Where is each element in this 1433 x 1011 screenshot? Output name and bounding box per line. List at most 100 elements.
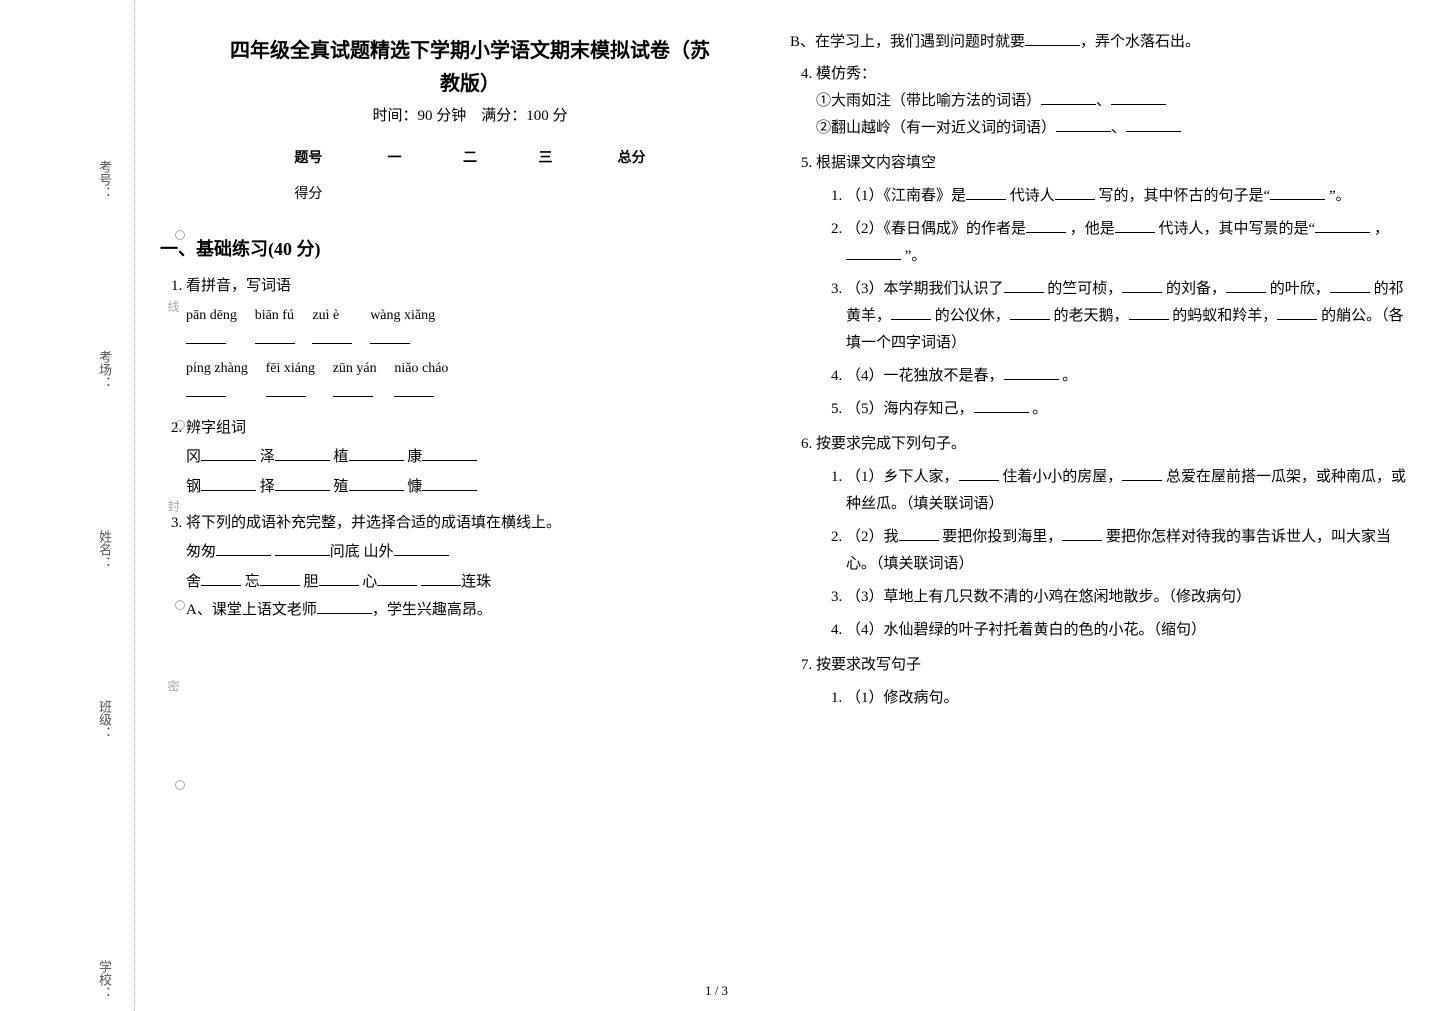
- q5-s3g: 的老天鹅，: [1054, 308, 1129, 324]
- blank: [394, 541, 449, 556]
- q1-row2: píng zhàng fēi xiáng zūn yán niǎo cháo: [186, 357, 780, 406]
- q5-s1a: （1）《江南春》是: [846, 188, 966, 204]
- blank: [421, 571, 461, 586]
- blank: [370, 329, 410, 344]
- q3-B: B、在学习上，我们遇到问题时就要 ，弄个水落石出。: [790, 30, 1410, 51]
- q5-s3h: 的蚂蚁和羚羊，: [1172, 308, 1277, 324]
- binding-label-3: 班级：: [95, 700, 114, 739]
- q6-s2: （2）我 要把你投到海里， 要把你怎样对待我的事告诉世人，叫大家当心。（填关联词…: [846, 524, 1410, 578]
- q5-s5: （5）海内存知己， 。: [846, 396, 1410, 423]
- q3-A: A、课堂上语文老师 ，学生兴趣高昂。: [186, 597, 780, 624]
- blank: [1226, 278, 1266, 293]
- q3-A-tail: ，学生兴趣高昂。: [372, 602, 492, 618]
- binding-strip: 考号： 考场： 姓名： 班级： 学校： 线 封 密: [55, 0, 135, 1011]
- blank: [1055, 185, 1095, 200]
- q3-A-head: A、课堂上语文老师: [186, 602, 317, 618]
- q3-B-tail: ，弄个水落石出。: [1080, 34, 1200, 50]
- blank: [377, 571, 417, 586]
- blank: [422, 446, 477, 461]
- blank: [216, 541, 271, 556]
- q6-s4: （4）水仙碧绿的叶子衬托着黄白的色的小花。（缩句）: [846, 617, 1410, 644]
- section-1-title: 一、基础练习(40 分): [160, 235, 780, 261]
- title-line-2: 教版）: [160, 67, 780, 96]
- q6-s1b: 住着小小的房屋，: [1002, 469, 1122, 485]
- q2-r2-0: 钢: [186, 479, 201, 495]
- q4-sep-1: 、: [1096, 93, 1111, 109]
- binding-label-1: 考场：: [95, 350, 114, 389]
- q4-sub1: ①大雨如注（带比喻方法的词语）、: [816, 88, 1410, 115]
- binding-seg-2: 密: [170, 680, 182, 692]
- blank: [1115, 218, 1155, 233]
- blank: [1062, 526, 1102, 541]
- q1-row1: pān dēng biān fú zuì è wàng xiǎng: [186, 304, 780, 353]
- q5-s1d: ”。: [1329, 188, 1351, 204]
- right-column: B、在学习上，我们遇到问题时就要 ，弄个水落石出。 模仿秀： ①大雨如注（带比喻方…: [790, 30, 1410, 720]
- q5-s2c: 代诗人，其中写景的是“: [1159, 221, 1316, 237]
- q2-r2-1: 择: [260, 479, 275, 495]
- q1-r1-3: wàng xiǎng: [370, 304, 435, 328]
- blank: [394, 382, 434, 397]
- q5-s4: （4）一花独放不是春， 。: [846, 363, 1410, 390]
- score-table: 题号 一 二 三 总分 得分: [260, 139, 680, 211]
- q2-r2-3: 慷: [407, 479, 422, 495]
- q5-s5b: 。: [1032, 401, 1047, 417]
- q1-r1-1: biān fú: [255, 304, 295, 328]
- blank: [317, 599, 372, 614]
- score-header-1: 一: [357, 139, 433, 175]
- q6-s2a: （2）我: [846, 529, 899, 545]
- exam-meta: 时间：90 分钟 满分：100 分: [160, 104, 780, 125]
- binding-circle: [175, 780, 185, 790]
- q5-s2e: ”。: [905, 248, 927, 264]
- q6-s1: （1）乡下人家， 住着小小的房屋， 总爱在屋前搭一瓜架，或种南瓜，或种丝瓜。（填…: [846, 464, 1410, 518]
- blank: [201, 446, 256, 461]
- q5-s3: （3）本学期我们认识了 的竺可桢， 的刘备， 的叶欣， 的祁黄羊， 的公仪休， …: [846, 276, 1410, 357]
- q5-s2d: ，: [1374, 221, 1389, 237]
- q2-r1-0: 冈: [186, 449, 201, 465]
- q7-sublist: （1）修改病句。: [816, 685, 1410, 712]
- score-header-0: 题号: [260, 139, 357, 175]
- blank: [275, 476, 330, 491]
- q5-s5a: （5）海内存知己，: [846, 401, 974, 417]
- score-header-2: 二: [432, 139, 508, 175]
- q5-s4b: 。: [1062, 368, 1077, 384]
- q5-s2a: （2）《春日偶成》的作者是: [846, 221, 1026, 237]
- q5-s4a: （4）一花独放不是春，: [846, 368, 1004, 384]
- blank: [1330, 278, 1370, 293]
- q1-r1-2: zuì è: [312, 304, 352, 328]
- q6-s3: （3）草地上有几只数不清的小鸡在悠闲地散步。（修改病句）: [846, 584, 1410, 611]
- title-line-1: 四年级全真试题精选下学期小学语文期末模拟试卷（苏: [160, 34, 780, 63]
- blank: [1129, 305, 1169, 320]
- blank: [1041, 90, 1096, 105]
- q3-B-head: B、在学习上，我们遇到问题时就要: [790, 34, 1025, 50]
- blank: [1122, 466, 1162, 481]
- blank: [349, 476, 404, 491]
- blank: [1270, 185, 1325, 200]
- q5-s3d: 的叶欣，: [1270, 281, 1330, 297]
- q4-sub2: ②翻山越岭（有一对近义词的词语）、: [816, 115, 1410, 142]
- q2-row1: 冈 泽 植 康: [186, 442, 780, 472]
- q3-line1: 匆匆 问底 山外: [186, 537, 780, 567]
- blank: [891, 305, 931, 320]
- q3: 将下列的成语补充完整，并选择合适的成语填在横线上。 匆匆 问底 山外 舍 忘 胆…: [186, 510, 780, 624]
- q2-row2: 钢 择 殖 慷: [186, 472, 780, 502]
- q1-r2-2: zūn yán: [333, 357, 377, 381]
- score-cell: [357, 175, 433, 211]
- q7-s1: （1）修改病句。: [846, 685, 1410, 712]
- q2-r1-1: 泽: [260, 449, 275, 465]
- q3-line2: 舍 忘 胆 心 连珠: [186, 567, 780, 597]
- q3-l1a: 匆匆: [186, 544, 216, 560]
- q7-stem: 按要求改写句子: [816, 657, 921, 673]
- q2: 辨字组词 冈 泽 植 康 钢 择 殖 慷: [186, 415, 780, 502]
- score-header-3: 三: [508, 139, 584, 175]
- blank: [260, 571, 300, 586]
- question-list-right: 模仿秀： ①大雨如注（带比喻方法的词语）、 ②翻山越岭（有一对近义词的词语）、 …: [790, 61, 1410, 712]
- score-cell: [432, 175, 508, 211]
- q7: 按要求改写句子 （1）修改病句。: [816, 652, 1410, 712]
- blank: [1026, 218, 1066, 233]
- q6: 按要求完成下列句子。 （1）乡下人家， 住着小小的房屋， 总爱在屋前搭一瓜架，或…: [816, 431, 1410, 644]
- blank: [1277, 305, 1317, 320]
- binding-label-0: 考号：: [95, 160, 114, 199]
- blank: [186, 329, 226, 344]
- left-column: 四年级全真试题精选下学期小学语文期末模拟试卷（苏 教版） 时间：90 分钟 满分…: [160, 30, 780, 632]
- blank: [1004, 278, 1044, 293]
